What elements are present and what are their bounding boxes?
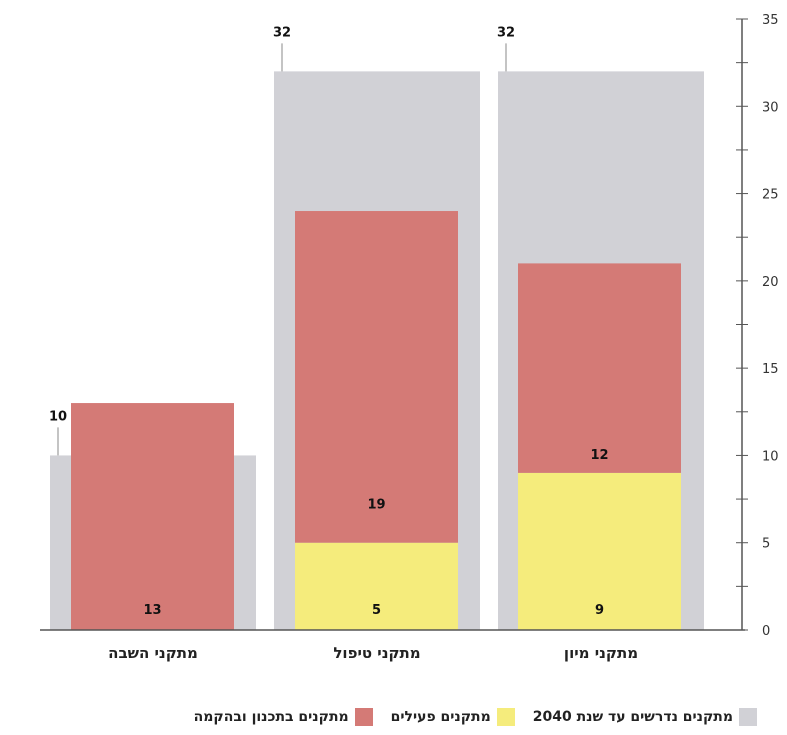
planned-value-label: 19	[367, 498, 385, 513]
value-labels: 32 9 12 32 5 19 10 13	[49, 25, 609, 618]
y-tick-label: 35	[762, 13, 779, 28]
required-value-label: 32	[273, 25, 291, 40]
legend-item-planned: מתקנים בתכנון ובהקמה	[194, 708, 373, 726]
legend-item-active: מתקנים פעילים	[391, 708, 515, 726]
category-label: מתקני מיון	[564, 644, 638, 662]
y-tick-label: 15	[762, 362, 779, 377]
legend-label-required: מתקנים נדרשים עד שנת 2040	[532, 709, 733, 725]
planned-value-label: 12	[590, 448, 608, 463]
legend: מתקנים נדרשים עד שנת 2040 מתקנים פעילים …	[194, 708, 757, 726]
y-tick-label: 30	[762, 100, 779, 115]
bars	[50, 71, 704, 630]
category-labels: מתקני מיון מתקני טיפול מתקני השבה	[108, 644, 638, 662]
y-tick-label: 25	[762, 188, 779, 203]
active-value-label: 5	[372, 603, 381, 618]
category-label: מתקני השבה	[108, 644, 198, 662]
bar-active	[518, 472, 681, 630]
bar-planned	[518, 263, 681, 473]
bar-planned	[295, 211, 458, 543]
bar-planned	[71, 403, 234, 630]
legend-item-required: מתקנים נדרשים עד שנת 2040	[533, 708, 757, 726]
y-tick-label: 5	[762, 537, 770, 552]
legend-swatch-planned	[354, 708, 373, 726]
y-tick-label: 0	[762, 624, 770, 639]
y-axis: 0 5 10 15 20 25 30 35	[736, 13, 779, 639]
category-label: מתקני טיפול	[333, 644, 420, 662]
legend-label-planned: מתקנים בתכנון ובהקמה	[193, 709, 349, 725]
required-value-label: 10	[49, 409, 67, 424]
legend-swatch-required	[739, 708, 757, 726]
y-tick-label: 20	[762, 275, 779, 290]
active-value-label: 9	[595, 603, 604, 618]
y-tick-label: 10	[762, 449, 779, 464]
chart: 0 5 10 15 20 25 30 35 32 9 12 32 5 19 10 13 מתקני מיון…	[40, 13, 779, 662]
legend-label-active: מתקנים פעילים	[390, 709, 491, 725]
legend-swatch-active	[496, 708, 515, 726]
bar-active	[295, 542, 458, 630]
required-value-label: 32	[497, 25, 515, 40]
planned-value-label: 13	[143, 603, 161, 618]
